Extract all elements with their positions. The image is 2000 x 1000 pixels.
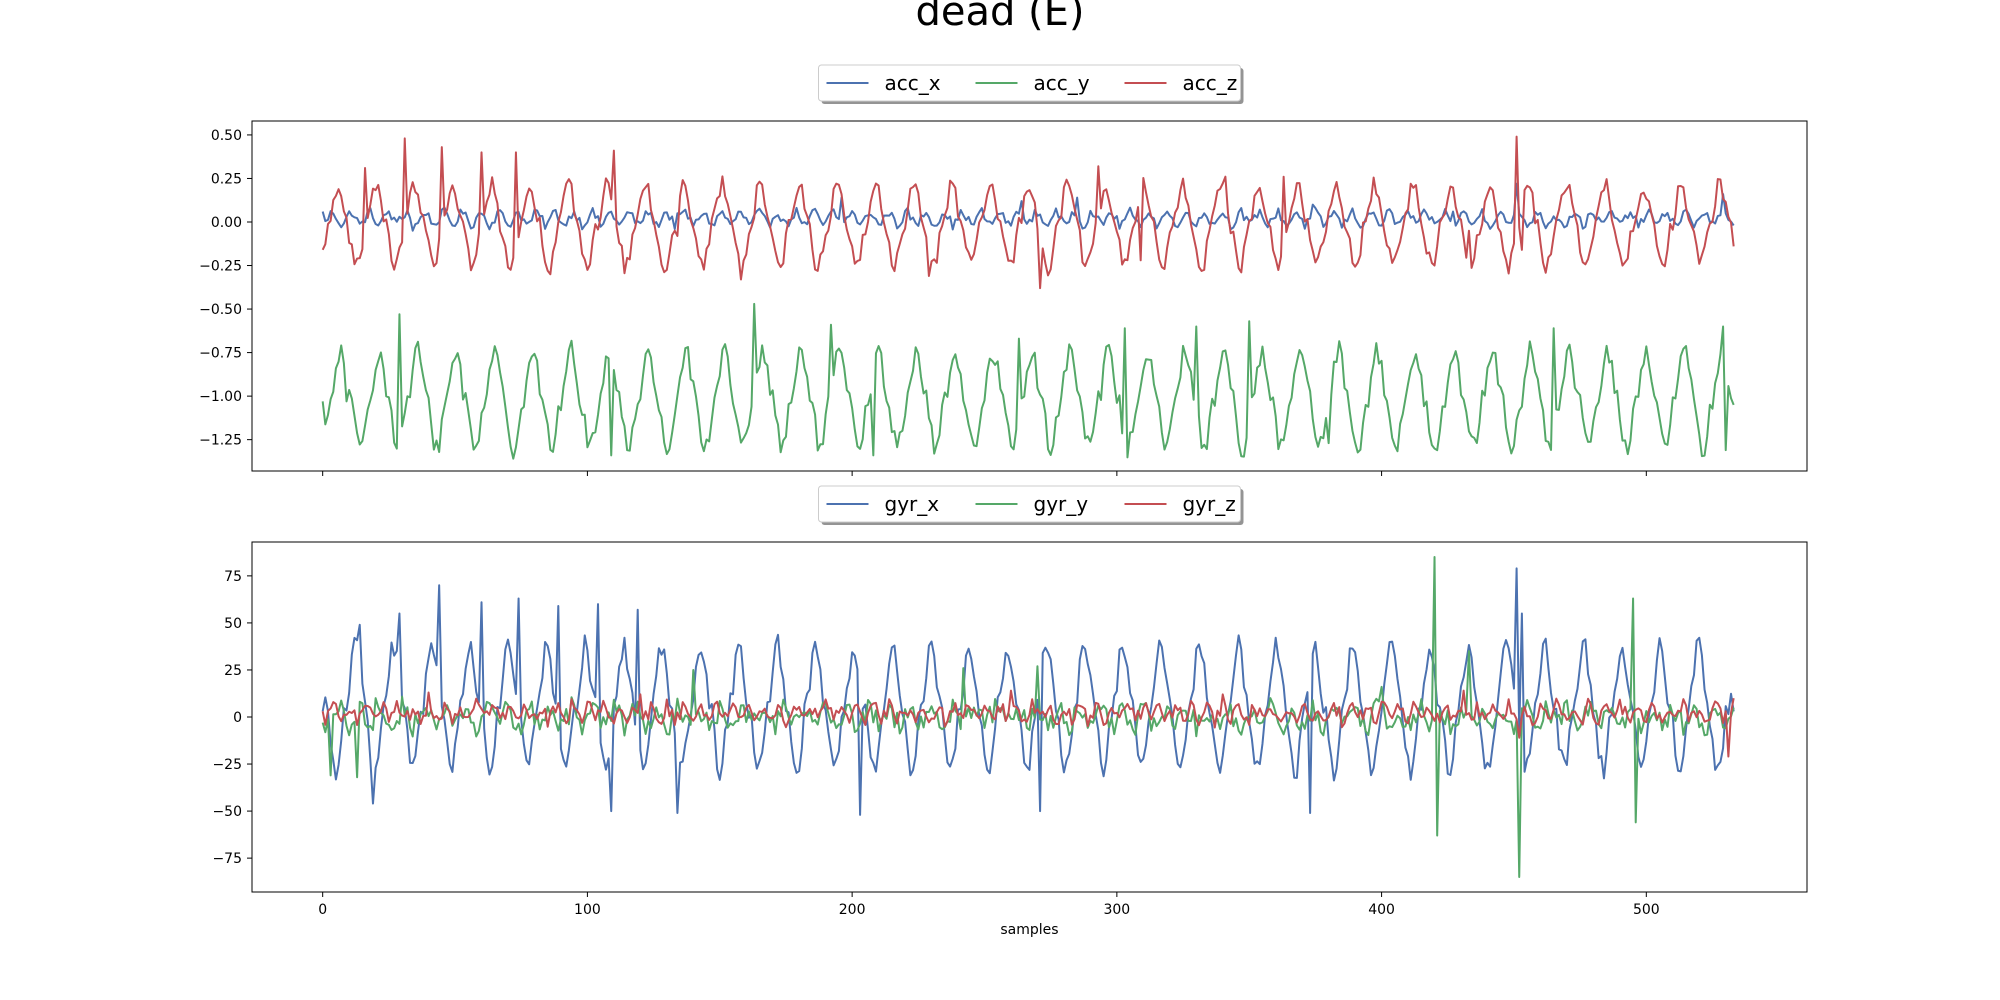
y-tick-label: −25	[212, 757, 242, 773]
x-tick-label: 300	[1103, 902, 1130, 918]
legend-label: acc_x	[885, 71, 941, 95]
y-tick-label: −1.25	[199, 433, 242, 449]
axes-frame	[251, 120, 1808, 472]
x-axis-label: samples	[1000, 922, 1058, 938]
acc-panel: 0.50 0.25 0.00 −0.25 −0.50 −0.75 −1.00 −1.25 acc…	[199, 64, 1808, 476]
y-tick-label: 0.25	[211, 171, 242, 187]
x-tick-label: 400	[1368, 902, 1395, 918]
y-tick-label: −0.50	[199, 302, 242, 318]
series-line-acc_x	[321, 182, 1735, 232]
series-line-gyr_x	[321, 567, 1735, 816]
y-tick-label: −1.00	[199, 389, 242, 405]
x-tick-label: 200	[839, 902, 866, 918]
y-tick-label: 25	[224, 663, 242, 679]
y-tick-label: −50	[212, 804, 242, 820]
legend-label: gyr_z	[1183, 492, 1236, 516]
y-tick-label: 0.50	[211, 128, 242, 144]
legend-label: acc_y	[1034, 71, 1090, 95]
y-tick-label: 75	[224, 569, 242, 585]
legend-label: acc_z	[1183, 71, 1238, 95]
legend-label: gyr_y	[1034, 492, 1089, 516]
y-tick-label: 50	[224, 616, 242, 632]
y-tick-label: −75	[212, 851, 242, 867]
series-line-acc_y	[321, 302, 1735, 460]
series-line-acc_z	[321, 135, 1735, 290]
legend: gyr_x gyr_y gyr_z	[818, 485, 1244, 525]
x-tick-label: 0	[318, 902, 327, 918]
legend: acc_x acc_y acc_z	[818, 64, 1244, 104]
y-tick-label: 0.00	[211, 215, 242, 231]
y-tick-label: −0.75	[199, 346, 242, 362]
y-tick-label: −0.25	[199, 259, 242, 275]
gyr-panel: 75 50 25 0 −25 −50 −75 0 100 200 300 400 500 samples g…	[212, 485, 1808, 938]
y-tick-label: 0	[233, 710, 242, 726]
x-tick-label: 100	[574, 902, 601, 918]
series-line-gyr_z	[321, 689, 1735, 758]
figure-title: dead (E)	[915, 0, 1084, 35]
legend-label: gyr_x	[885, 492, 940, 516]
x-tick-label: 500	[1633, 902, 1660, 918]
